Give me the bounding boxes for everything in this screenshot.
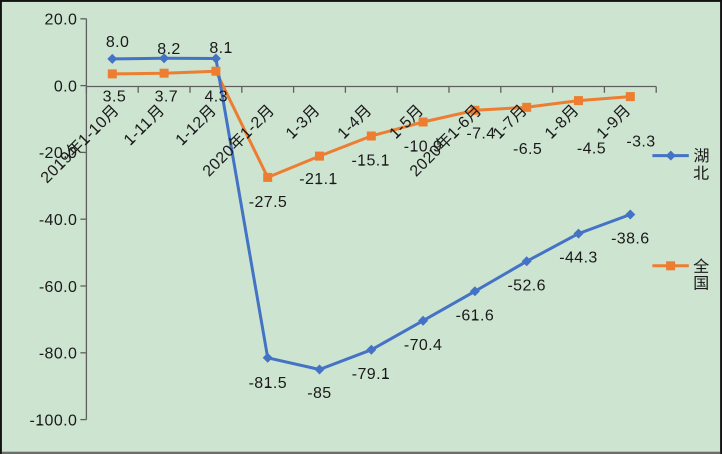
svg-text:-40.0: -40.0 [39, 212, 77, 229]
svg-text:3.5: 3.5 [103, 88, 126, 105]
svg-text:-6.5: -6.5 [513, 141, 542, 158]
svg-text:-27.5: -27.5 [249, 194, 287, 211]
svg-text:3.7: 3.7 [155, 88, 178, 105]
svg-text:-7.4: -7.4 [466, 125, 495, 142]
svg-text:-21.1: -21.1 [299, 171, 337, 188]
svg-text:-15.1: -15.1 [351, 153, 389, 170]
svg-text:-44.3: -44.3 [559, 250, 597, 267]
svg-text:8.1: 8.1 [209, 40, 232, 57]
svg-text:-52.6: -52.6 [507, 277, 545, 294]
svg-text:-70.4: -70.4 [404, 337, 442, 354]
svg-text:-61.6: -61.6 [456, 307, 494, 324]
svg-text:4.3: 4.3 [204, 88, 227, 105]
svg-text:8.2: 8.2 [157, 41, 180, 58]
svg-text:-79.1: -79.1 [352, 366, 390, 383]
svg-text:-80.0: -80.0 [39, 346, 77, 363]
svg-text:20.0: 20.0 [45, 12, 78, 29]
svg-text:-81.5: -81.5 [249, 375, 287, 392]
svg-text:-3.3: -3.3 [626, 134, 655, 151]
svg-text:-4.5: -4.5 [577, 141, 606, 158]
svg-text:-20.0: -20.0 [39, 145, 77, 162]
svg-text:-38.6: -38.6 [611, 231, 649, 248]
svg-text:0.0: 0.0 [54, 78, 77, 95]
svg-text:-85: -85 [307, 385, 331, 402]
svg-text:-100.0: -100.0 [30, 412, 78, 429]
svg-text:-60.0: -60.0 [39, 279, 77, 296]
svg-text:8.0: 8.0 [106, 34, 129, 51]
